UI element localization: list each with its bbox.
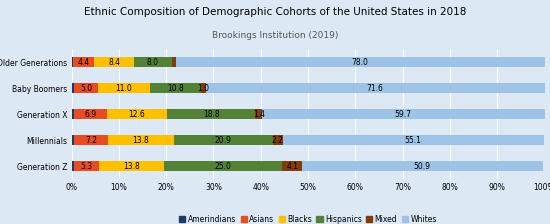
Bar: [74, 109, 107, 119]
Bar: [94, 57, 134, 67]
Text: 78.0: 78.0: [351, 58, 368, 67]
Bar: [99, 161, 164, 171]
Text: 7.2: 7.2: [85, 136, 97, 145]
Bar: [72, 83, 74, 93]
Text: 8.0: 8.0: [147, 58, 159, 67]
Bar: [201, 83, 206, 93]
Text: 13.8: 13.8: [123, 162, 140, 171]
Legend: Amerindians, Asians, Blacks, Hispanics, Mixed, Whites: Amerindians, Asians, Blacks, Hispanics, …: [176, 212, 440, 224]
Bar: [164, 161, 283, 171]
Bar: [262, 109, 544, 119]
Bar: [150, 83, 201, 93]
Text: 12.6: 12.6: [128, 110, 145, 119]
Bar: [172, 57, 175, 67]
Text: 4.1: 4.1: [286, 162, 298, 171]
Text: 50.9: 50.9: [414, 162, 431, 171]
Bar: [73, 57, 94, 67]
Bar: [256, 109, 262, 119]
Text: 10.8: 10.8: [167, 84, 184, 93]
Text: 1.4: 1.4: [253, 110, 265, 119]
Bar: [74, 83, 98, 93]
Text: 2.2: 2.2: [272, 136, 284, 145]
Text: 11.0: 11.0: [116, 84, 133, 93]
Bar: [302, 161, 543, 171]
Bar: [72, 161, 74, 171]
Bar: [174, 135, 272, 145]
Text: 6.9: 6.9: [85, 110, 97, 119]
Bar: [74, 135, 108, 145]
Text: 8.4: 8.4: [108, 58, 120, 67]
Text: Ethnic Composition of Demographic Cohorts of the United States in 2018: Ethnic Composition of Demographic Cohort…: [84, 7, 466, 17]
Bar: [72, 135, 74, 145]
Bar: [134, 57, 172, 67]
Bar: [167, 109, 256, 119]
Bar: [108, 135, 174, 145]
Text: 1.0: 1.0: [197, 84, 210, 93]
Bar: [72, 57, 73, 67]
Bar: [107, 109, 167, 119]
Text: 55.1: 55.1: [405, 136, 422, 145]
Bar: [283, 135, 543, 145]
Bar: [74, 161, 99, 171]
Bar: [98, 83, 150, 93]
Text: 4.4: 4.4: [78, 58, 90, 67]
Text: 5.0: 5.0: [80, 84, 92, 93]
Text: 13.8: 13.8: [133, 136, 150, 145]
Text: 18.8: 18.8: [203, 110, 219, 119]
Bar: [283, 161, 302, 171]
Text: 59.7: 59.7: [395, 110, 412, 119]
Bar: [72, 109, 74, 119]
Text: 25.0: 25.0: [215, 162, 232, 171]
Text: 20.9: 20.9: [214, 136, 232, 145]
Text: 71.6: 71.6: [367, 84, 383, 93]
Text: 5.3: 5.3: [80, 162, 92, 171]
Bar: [272, 135, 283, 145]
Bar: [175, 57, 544, 67]
Text: Brookings Institution (2019): Brookings Institution (2019): [212, 31, 338, 40]
Bar: [206, 83, 544, 93]
